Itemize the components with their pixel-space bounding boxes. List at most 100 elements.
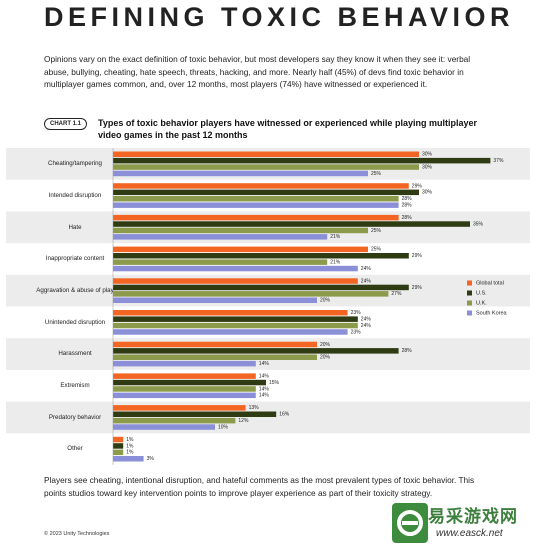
value-label: 29% xyxy=(412,285,423,291)
value-label: 20% xyxy=(320,342,331,348)
bar xyxy=(113,259,328,265)
value-label: 25% xyxy=(371,171,382,177)
footer-text: Players see cheating, intentional disrup… xyxy=(44,475,475,498)
value-label: 28% xyxy=(402,196,413,202)
watermark-logo xyxy=(392,503,428,543)
legend-swatch xyxy=(467,280,472,286)
value-label: 24% xyxy=(361,316,372,322)
bar xyxy=(113,405,246,411)
bar xyxy=(113,278,358,284)
value-label: 24% xyxy=(361,278,372,284)
value-label: 28% xyxy=(402,215,413,221)
category-label: Cheating/tampering xyxy=(47,160,102,168)
value-label: 15% xyxy=(269,380,280,386)
bar xyxy=(113,411,277,417)
value-label: 14% xyxy=(259,386,270,392)
legend-label: U.S. xyxy=(476,290,487,296)
row-band xyxy=(6,401,530,434)
bar xyxy=(113,417,236,424)
bar xyxy=(113,291,389,297)
bar xyxy=(113,157,491,164)
bar xyxy=(113,202,399,208)
bar xyxy=(113,386,256,392)
legend-swatch xyxy=(467,300,472,306)
chart-title: Types of toxic behavior players have wit… xyxy=(98,118,477,140)
bar xyxy=(113,183,409,189)
category-label: Extremism xyxy=(60,382,90,389)
value-label: 30% xyxy=(422,164,433,170)
value-label: 1% xyxy=(126,443,134,449)
bar xyxy=(113,170,368,177)
category-label: Inappropriate content xyxy=(45,255,105,263)
bar xyxy=(113,246,368,253)
value-label: 14% xyxy=(259,361,270,367)
value-label: 29% xyxy=(412,253,423,259)
value-label: 12% xyxy=(238,418,249,424)
value-label: 20% xyxy=(320,298,331,304)
value-label: 21% xyxy=(330,234,341,240)
bar xyxy=(113,189,419,196)
value-label: 16% xyxy=(279,412,290,418)
bar xyxy=(113,456,144,462)
chart-badge: CHART 1.1 xyxy=(44,118,88,130)
value-label: 23% xyxy=(351,310,362,316)
bar xyxy=(113,284,409,291)
bar xyxy=(113,354,317,360)
legend-swatch xyxy=(467,290,472,296)
bar xyxy=(113,329,348,335)
bar xyxy=(113,196,399,202)
bar xyxy=(113,227,368,234)
value-label: 25% xyxy=(371,228,382,234)
value-label: 27% xyxy=(391,291,402,297)
bar xyxy=(113,348,399,354)
bar xyxy=(113,449,124,456)
watermark-box xyxy=(388,498,538,548)
bar xyxy=(113,253,409,259)
bar xyxy=(113,392,256,399)
intro-text: Opinions vary on the exact definition of… xyxy=(44,54,471,89)
bar xyxy=(113,341,317,348)
bar xyxy=(113,164,419,170)
category-label: Unintended disruption xyxy=(44,318,106,326)
watermark-name: 易采游戏网 xyxy=(428,507,518,526)
legend-label: U.K. xyxy=(476,300,487,306)
category-label: Intended disruption xyxy=(48,191,102,199)
value-label: 24% xyxy=(361,323,372,329)
value-label: 10% xyxy=(218,424,229,430)
value-label: 14% xyxy=(259,393,270,399)
value-label: 14% xyxy=(259,373,270,379)
value-label: 30% xyxy=(422,152,433,158)
bar xyxy=(113,443,124,449)
bar xyxy=(113,322,358,329)
bar xyxy=(113,221,470,227)
value-label: 29% xyxy=(412,183,423,189)
value-label: 20% xyxy=(320,355,331,361)
value-label: 30% xyxy=(422,190,433,196)
bar xyxy=(113,424,215,430)
category-label: Aggravation & abuse of play xyxy=(36,286,114,294)
value-label: 24% xyxy=(361,266,372,272)
value-label: 28% xyxy=(402,202,413,208)
legend-swatch xyxy=(467,310,472,316)
bar xyxy=(113,436,124,443)
bar xyxy=(113,151,419,157)
page-title: DEFINING TOXIC BEHAVIOR xyxy=(44,2,515,32)
category-label: Other xyxy=(67,445,83,453)
bar xyxy=(113,214,399,221)
value-label: 37% xyxy=(493,158,504,164)
value-label: 35% xyxy=(473,221,484,227)
copyright: © 2023 Unity Technologies xyxy=(44,531,110,537)
legend-label: Global total xyxy=(476,280,504,286)
bar xyxy=(113,265,358,272)
value-label: 21% xyxy=(330,259,341,265)
legend-label: South Korea xyxy=(476,310,508,316)
value-label: 13% xyxy=(249,405,260,411)
bar xyxy=(113,310,348,316)
value-label: 1% xyxy=(126,437,134,443)
category-label: Predatory behavior xyxy=(48,413,102,421)
bar xyxy=(113,316,358,322)
value-label: 3% xyxy=(147,456,155,462)
bar xyxy=(113,234,328,240)
